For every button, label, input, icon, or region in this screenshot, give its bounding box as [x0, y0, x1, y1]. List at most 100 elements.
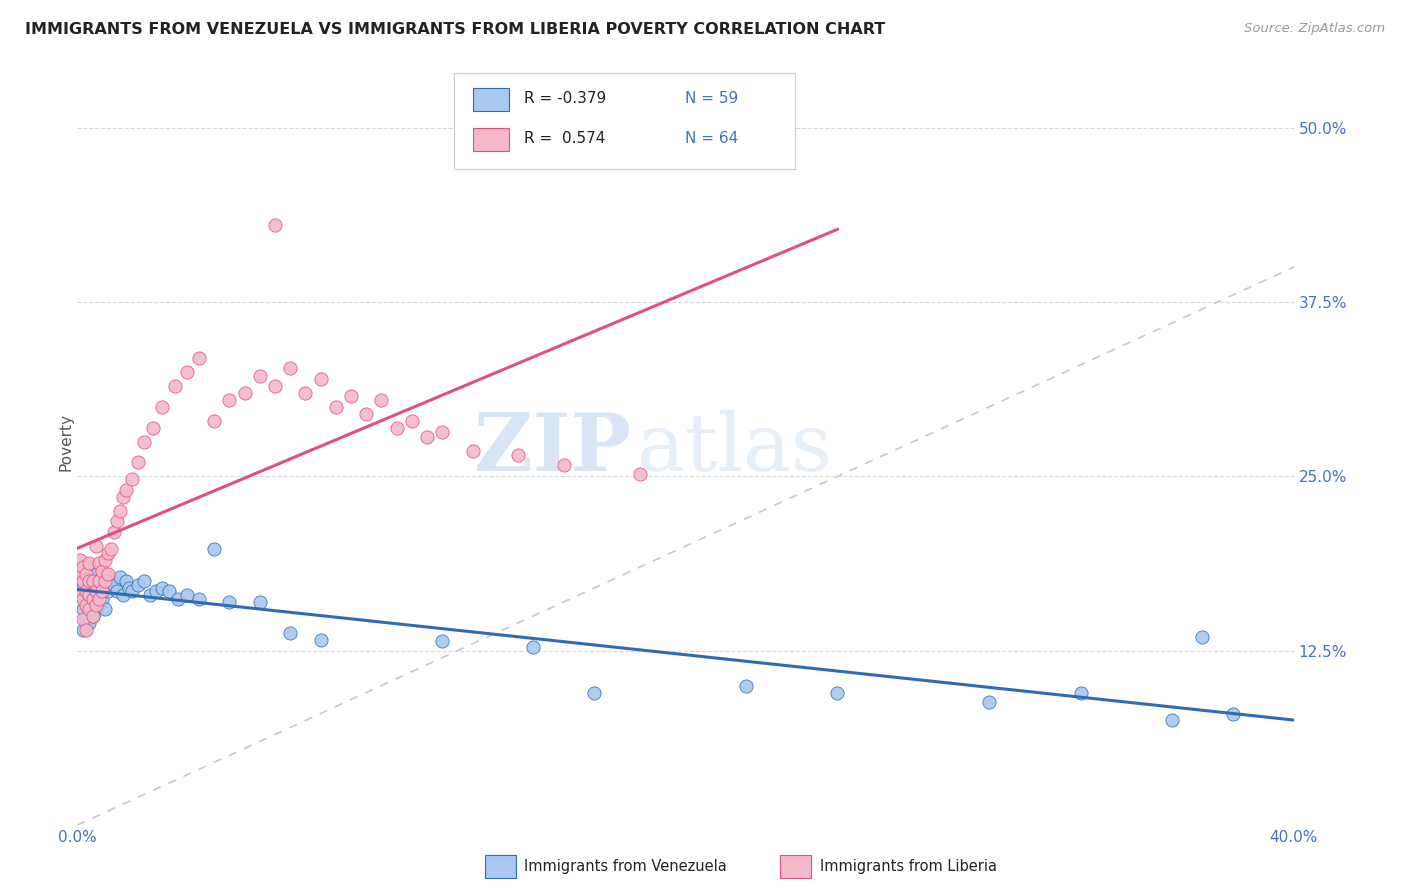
Point: [1070, 685, 1092, 699]
Text: atlas: atlas: [637, 410, 832, 488]
Point: [111, 588, 134, 602]
Point: [93, 602, 115, 616]
Point: [100, 574, 122, 588]
Point: [75, 567, 97, 582]
Point: [188, 351, 211, 365]
Point: [249, 369, 271, 384]
Point: [69, 570, 91, 584]
Point: [145, 583, 167, 598]
Point: [87, 578, 110, 592]
Text: Source: ZipAtlas.com: Source: ZipAtlas.com: [1244, 22, 1385, 36]
Point: [69, 574, 91, 588]
Point: [97, 567, 120, 582]
Point: [90, 574, 112, 588]
Point: [82, 608, 104, 623]
Point: [461, 444, 484, 458]
Point: [354, 407, 377, 421]
Point: [87, 556, 110, 570]
Point: [370, 392, 392, 407]
Point: [1191, 630, 1213, 644]
Point: [75, 612, 97, 626]
Point: [72, 560, 94, 574]
Point: [188, 592, 211, 607]
Point: [176, 365, 198, 379]
Point: [127, 455, 149, 469]
Point: [97, 583, 120, 598]
Point: [84, 583, 107, 598]
Point: [218, 392, 240, 407]
Point: [827, 685, 849, 699]
Point: [84, 539, 107, 553]
Point: [72, 623, 94, 637]
Point: [218, 595, 240, 609]
Point: [233, 385, 256, 400]
Point: [69, 588, 91, 602]
Point: [82, 574, 104, 588]
Point: [103, 525, 125, 540]
Point: [385, 420, 408, 434]
Point: [72, 612, 94, 626]
Point: [82, 608, 104, 623]
Point: [87, 592, 110, 607]
Point: [82, 583, 104, 598]
Point: [430, 634, 453, 648]
Point: [97, 546, 120, 560]
Point: [309, 632, 332, 647]
Point: [278, 360, 301, 375]
Point: [105, 514, 128, 528]
Point: [249, 595, 271, 609]
Point: [79, 574, 101, 588]
Text: Immigrants from Liberia: Immigrants from Liberia: [820, 859, 997, 873]
Point: [103, 578, 125, 592]
Point: [79, 615, 101, 630]
Point: [583, 685, 606, 699]
Point: [93, 581, 115, 595]
Point: [100, 541, 122, 556]
Point: [82, 570, 104, 584]
Point: [87, 574, 110, 588]
Point: [152, 400, 174, 414]
Point: [142, 420, 165, 434]
Text: R = -0.379: R = -0.379: [523, 91, 606, 106]
Point: [75, 574, 97, 588]
Point: [79, 602, 101, 616]
Point: [79, 595, 101, 609]
Point: [75, 567, 97, 582]
Point: [90, 583, 112, 598]
Point: [139, 588, 162, 602]
Point: [430, 425, 453, 439]
Point: [79, 578, 101, 592]
Point: [628, 467, 651, 481]
Point: [72, 581, 94, 595]
Point: [82, 592, 104, 607]
Point: [93, 574, 115, 588]
Point: [79, 560, 101, 574]
Point: [72, 592, 94, 607]
Point: [202, 541, 225, 556]
Point: [75, 598, 97, 612]
Point: [87, 598, 110, 612]
Point: [115, 574, 138, 588]
Point: [79, 588, 101, 602]
Text: R =  0.574: R = 0.574: [523, 131, 605, 146]
Point: [121, 583, 143, 598]
Point: [416, 430, 439, 444]
Point: [508, 449, 530, 463]
Y-axis label: Poverty: Poverty: [59, 412, 73, 471]
Point: [979, 695, 1001, 709]
Point: [115, 483, 138, 498]
Text: IMMIGRANTS FROM VENEZUELA VS IMMIGRANTS FROM LIBERIA POVERTY CORRELATION CHART: IMMIGRANTS FROM VENEZUELA VS IMMIGRANTS …: [25, 22, 886, 37]
Point: [152, 581, 174, 595]
Point: [176, 588, 198, 602]
Point: [69, 588, 91, 602]
Point: [163, 378, 186, 392]
Point: [79, 556, 101, 570]
Point: [75, 592, 97, 607]
Point: [1161, 714, 1184, 728]
Point: [309, 372, 332, 386]
Point: [84, 588, 107, 602]
Point: [108, 504, 131, 518]
Point: [522, 640, 544, 654]
Point: [105, 583, 128, 598]
Text: N = 59: N = 59: [686, 91, 738, 106]
